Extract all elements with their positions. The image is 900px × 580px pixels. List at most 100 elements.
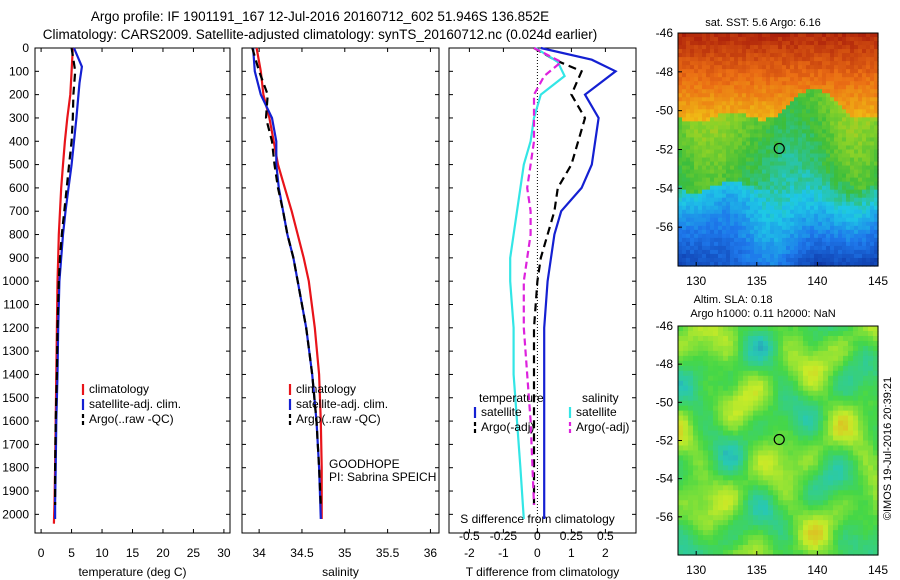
map-cell [858, 395, 864, 402]
map-cell [853, 545, 859, 551]
y-tick-label: -50 [656, 104, 674, 118]
map-cell [808, 380, 814, 387]
map-cell [808, 330, 814, 337]
map-cell [726, 137, 731, 143]
map-cell [802, 221, 807, 227]
map-cell [834, 41, 839, 46]
x-tick-label: 5 [68, 546, 75, 560]
map-cell [802, 229, 807, 235]
map-cell [708, 465, 714, 471]
map-cell [833, 395, 839, 402]
map-cell [822, 225, 827, 231]
map-cell [802, 105, 807, 110]
map-cell [718, 33, 723, 38]
map-cell [693, 405, 699, 412]
map-cell [706, 149, 711, 155]
map-cell [738, 97, 743, 102]
map-cell [838, 430, 844, 437]
map-cell [802, 253, 807, 259]
map-cell [708, 420, 714, 427]
map-cell [790, 209, 795, 215]
map-cell [686, 89, 691, 94]
map-cell [833, 370, 839, 377]
map-cell [713, 390, 719, 397]
map-cell [678, 385, 684, 392]
map-cell [798, 53, 803, 58]
map-cell [770, 73, 775, 78]
map-cell [768, 390, 774, 397]
map-cell [778, 345, 784, 352]
map-cell [746, 109, 751, 114]
map-cell [853, 460, 859, 466]
map-cell [733, 435, 739, 442]
map-cell [766, 165, 771, 171]
map-cell [866, 241, 871, 247]
map-cell [730, 245, 735, 251]
map-cell [806, 189, 811, 195]
map-cell [702, 137, 707, 143]
map-cell [833, 510, 839, 516]
map-cell [702, 245, 707, 251]
map-cell [754, 193, 759, 199]
map-cell [708, 395, 714, 402]
map-cell [822, 217, 827, 223]
map-cell [873, 525, 879, 531]
map-cell [823, 455, 829, 462]
map-cell [842, 149, 847, 155]
map-cell [754, 33, 759, 38]
map-cell [694, 125, 699, 131]
map-cell [683, 390, 689, 397]
map-cell [710, 181, 715, 187]
map-cell [858, 73, 863, 78]
map-cell [686, 33, 691, 38]
map-cell [698, 69, 703, 74]
map-cell [813, 360, 819, 367]
map-cell [826, 173, 831, 179]
map-cell [853, 540, 859, 546]
map-cell [843, 530, 849, 536]
map-cell [803, 465, 809, 471]
map-cell [794, 185, 799, 191]
y-tick-label: 1700 [2, 437, 29, 451]
map-cell [722, 173, 727, 179]
map-cell [794, 225, 799, 231]
map-cell [683, 425, 689, 432]
y-tick-label: 1400 [2, 367, 29, 381]
map-cell [788, 530, 794, 536]
map-cell [854, 241, 859, 247]
map-cell [862, 33, 867, 38]
map-cell [806, 49, 811, 54]
map-cell [773, 485, 779, 491]
map-cell [823, 410, 829, 417]
map-cell [862, 237, 867, 243]
map-cell [686, 125, 691, 131]
map-cell [813, 326, 819, 332]
map-cell [842, 225, 847, 231]
map-cell [818, 145, 823, 151]
map-cell [866, 189, 871, 195]
map-cell [798, 81, 803, 86]
map-cell [768, 420, 774, 427]
map-cell [826, 241, 831, 247]
map-cell [838, 400, 844, 407]
map-cell [686, 45, 691, 50]
map-cell [794, 141, 799, 147]
map-cell [762, 145, 767, 151]
map-cell [722, 213, 727, 219]
map-cell [682, 149, 687, 155]
map-cell [874, 109, 879, 114]
map-cell [846, 73, 851, 78]
map-cell [758, 261, 763, 267]
map-cell [866, 157, 871, 163]
map-cell [734, 145, 739, 151]
map-cell [873, 540, 879, 546]
map-cell [874, 117, 879, 122]
map-cell [850, 81, 855, 86]
map-cell [754, 85, 759, 90]
map-cell [778, 89, 783, 94]
map-cell [846, 177, 851, 183]
map-cell [830, 97, 835, 102]
map-cell [706, 53, 711, 58]
map-cell [782, 245, 787, 251]
map-cell [850, 161, 855, 167]
